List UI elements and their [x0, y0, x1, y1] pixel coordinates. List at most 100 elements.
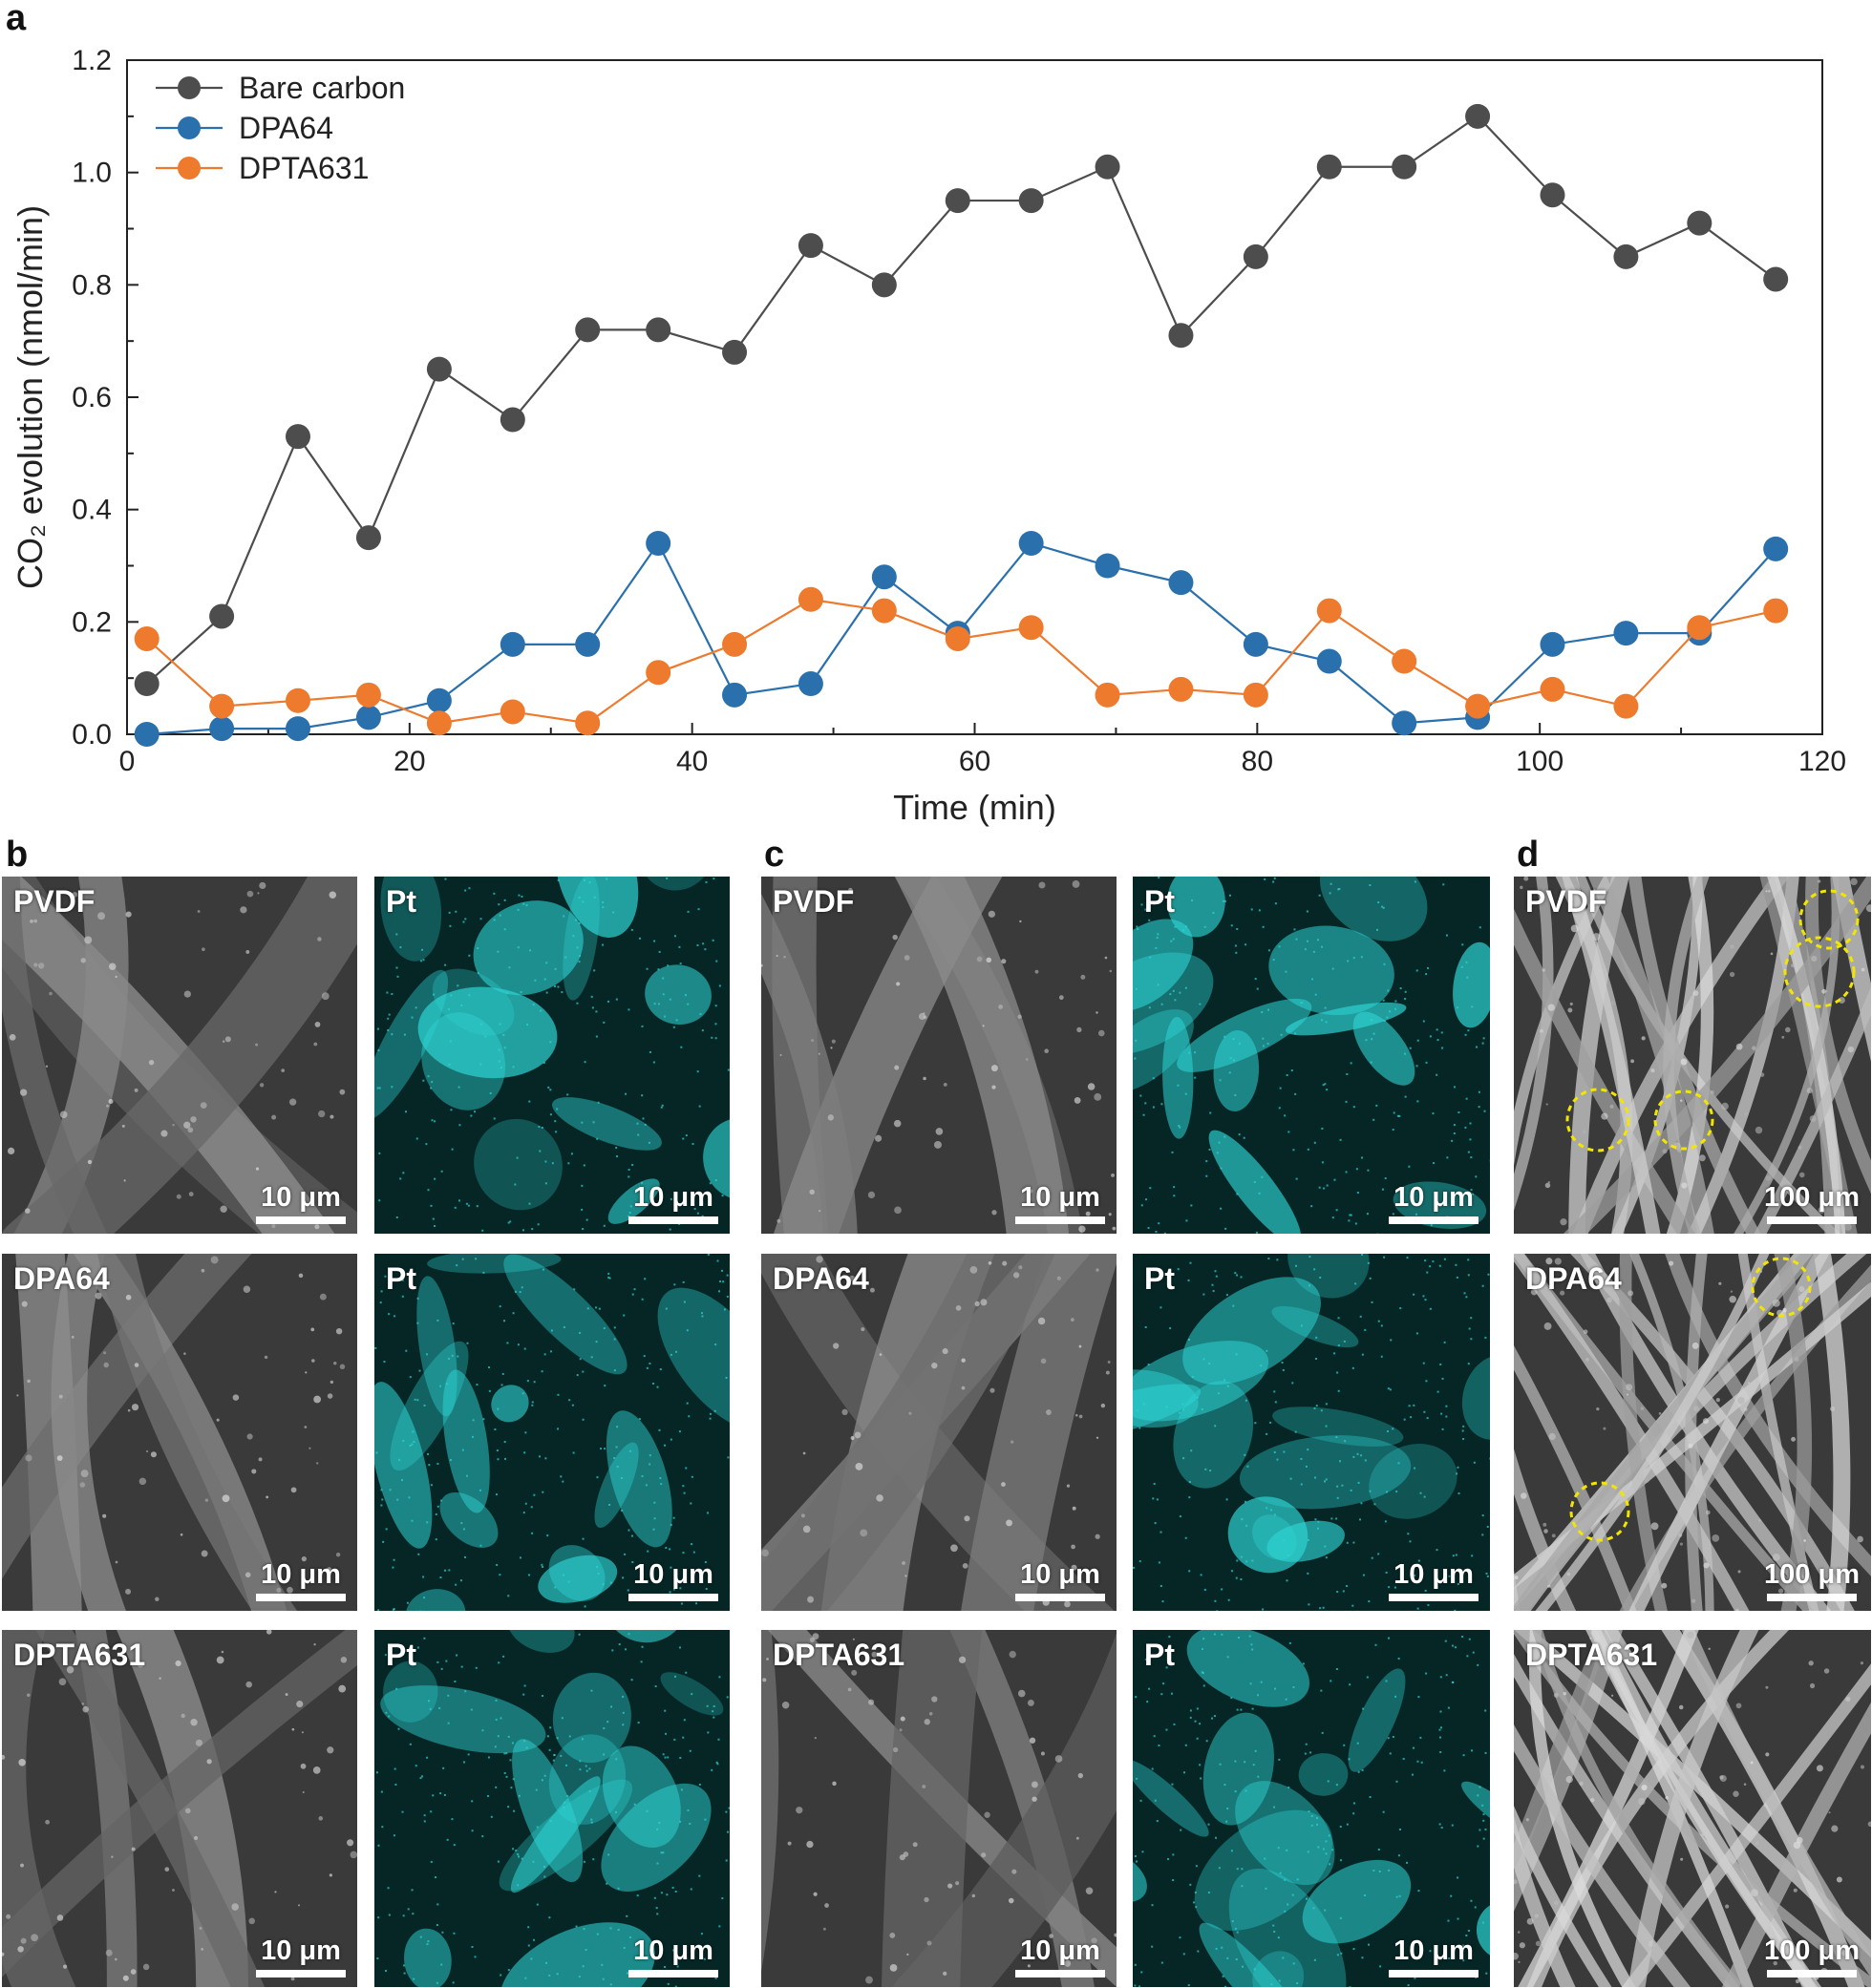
- scale-bar-line: [1015, 1594, 1105, 1601]
- legend-entry: DPTA631: [156, 151, 369, 185]
- co2-evolution-chart: 0 20 40 60 80 100 120 0.0 0.2 0.4 0.6 0.8 1.0 1.2 Time…: [11, 45, 1846, 827]
- y-tick-label: 1.2: [72, 45, 112, 76]
- scale-bar-label: 10 μm: [1020, 1559, 1100, 1590]
- legend-marker: [178, 157, 201, 180]
- micrograph-texture: [374, 1254, 730, 1611]
- pt-eds-map-c6: Pt 10 μm: [1133, 1630, 1490, 1987]
- data-point: [1763, 266, 1789, 292]
- sem-image-b5: DPTA631 10 μm: [2, 1630, 357, 1987]
- scale-bar-label: 10 μm: [633, 1935, 713, 1966]
- sem-image-d2: DPA64 100 μm: [1514, 1254, 1871, 1611]
- y-tick-label: 0.2: [72, 606, 112, 638]
- scale-bar-label: 10 μm: [1393, 1182, 1474, 1213]
- image-label: PVDF: [773, 884, 855, 919]
- image-label: Pt: [386, 1638, 416, 1672]
- highlight-circle: [1798, 889, 1860, 950]
- sem-image-b1: PVDF 10 μm: [2, 877, 357, 1234]
- data-point: [500, 407, 525, 433]
- data-point: [1613, 621, 1639, 646]
- scale-bar-line: [1767, 1594, 1857, 1601]
- y-tick-label: 1.0: [72, 158, 112, 189]
- image-label: DPTA631: [13, 1638, 146, 1672]
- pt-eds-map-b2: Pt 10 μm: [374, 877, 730, 1234]
- x-tick-label: 20: [394, 746, 425, 777]
- scale-bar: 10 μm: [1389, 1561, 1478, 1601]
- micrograph-texture: [2, 877, 357, 1234]
- scale-bar-label: 100 μm: [1764, 1935, 1860, 1966]
- scale-bar: 10 μm: [256, 1937, 346, 1977]
- data-point: [1465, 693, 1491, 719]
- image-label: Pt: [1144, 884, 1175, 919]
- data-point: [355, 682, 381, 708]
- micrograph-texture: [761, 1630, 1117, 1987]
- scale-bar-line: [256, 1970, 346, 1977]
- scale-bar-label: 10 μm: [261, 1935, 341, 1966]
- legend-label: Bare carbon: [239, 71, 405, 105]
- data-point: [134, 625, 160, 651]
- image-label: DPA64: [1525, 1261, 1622, 1296]
- data-point: [1613, 243, 1639, 269]
- data-point: [575, 317, 601, 343]
- data-point: [426, 687, 452, 713]
- data-point: [575, 710, 601, 736]
- x-axis-label: Time (min): [893, 788, 1056, 827]
- data-point: [1687, 210, 1712, 236]
- scale-bar-line: [1389, 1594, 1478, 1601]
- scale-bar-label: 10 μm: [261, 1182, 341, 1213]
- data-point: [871, 272, 897, 298]
- scale-bar-label: 10 μm: [633, 1559, 713, 1590]
- x-tick-label: 100: [1516, 746, 1564, 777]
- micrograph-texture: [374, 877, 730, 1232]
- legend-marker: [178, 116, 201, 139]
- data-point: [134, 671, 160, 697]
- scale-bar: 10 μm: [628, 1937, 718, 1977]
- data-point: [1316, 154, 1342, 180]
- data-point: [722, 631, 748, 657]
- data-point: [1243, 243, 1268, 269]
- panel-letter-b: b: [6, 835, 29, 875]
- data-point: [1095, 553, 1120, 579]
- scale-bar-label: 10 μm: [633, 1182, 713, 1213]
- highlight-circle: [1783, 936, 1856, 1008]
- data-point: [1763, 536, 1789, 561]
- scale-bar-label: 10 μm: [1020, 1935, 1100, 1966]
- data-point: [134, 722, 160, 747]
- scale-bar-line: [256, 1216, 346, 1224]
- scale-bar-line: [628, 1216, 718, 1224]
- scale-bar: 10 μm: [1015, 1184, 1105, 1224]
- y-axis-label: CO₂ evolution (nmol/min): [11, 205, 50, 589]
- data-point: [798, 233, 823, 259]
- data-point: [646, 660, 671, 686]
- image-label: Pt: [386, 884, 416, 919]
- pt-eds-map-b4: Pt 10 μm: [374, 1254, 730, 1611]
- sem-image-d1: PVDF 100 μm: [1514, 877, 1871, 1234]
- image-label: Pt: [1144, 1261, 1175, 1296]
- data-point: [1168, 323, 1194, 349]
- legend-marker: [178, 76, 201, 99]
- data-point: [1168, 676, 1194, 702]
- data-point: [1018, 188, 1044, 214]
- scale-bar: 10 μm: [1389, 1184, 1478, 1224]
- scale-bar: 10 μm: [628, 1184, 718, 1224]
- highlight-circle: [1569, 1481, 1630, 1542]
- data-point: [871, 598, 897, 624]
- pt-eds-map-b6: Pt 10 μm: [374, 1630, 730, 1987]
- series-bare-carbon: [134, 103, 1789, 697]
- y-tick-label: 0.6: [72, 382, 112, 413]
- legend-entry: DPA64: [156, 111, 333, 145]
- scale-bar: 100 μm: [1764, 1561, 1860, 1601]
- scale-bar-line: [1767, 1216, 1857, 1224]
- micrograph-texture: [1514, 1254, 1871, 1611]
- data-point: [1018, 530, 1044, 556]
- scale-bar-label: 10 μm: [261, 1559, 341, 1590]
- data-point: [1392, 648, 1417, 674]
- data-point: [646, 530, 671, 556]
- image-label: Pt: [1144, 1638, 1175, 1672]
- data-point: [1392, 710, 1417, 736]
- data-point: [209, 603, 235, 629]
- scale-bar-line: [1389, 1970, 1478, 1977]
- micrograph-texture: [1133, 877, 1490, 1234]
- scale-bar-line: [628, 1970, 718, 1977]
- data-point: [1540, 676, 1565, 702]
- sem-image-d3: DPTA631 100 μm: [1514, 1630, 1871, 1987]
